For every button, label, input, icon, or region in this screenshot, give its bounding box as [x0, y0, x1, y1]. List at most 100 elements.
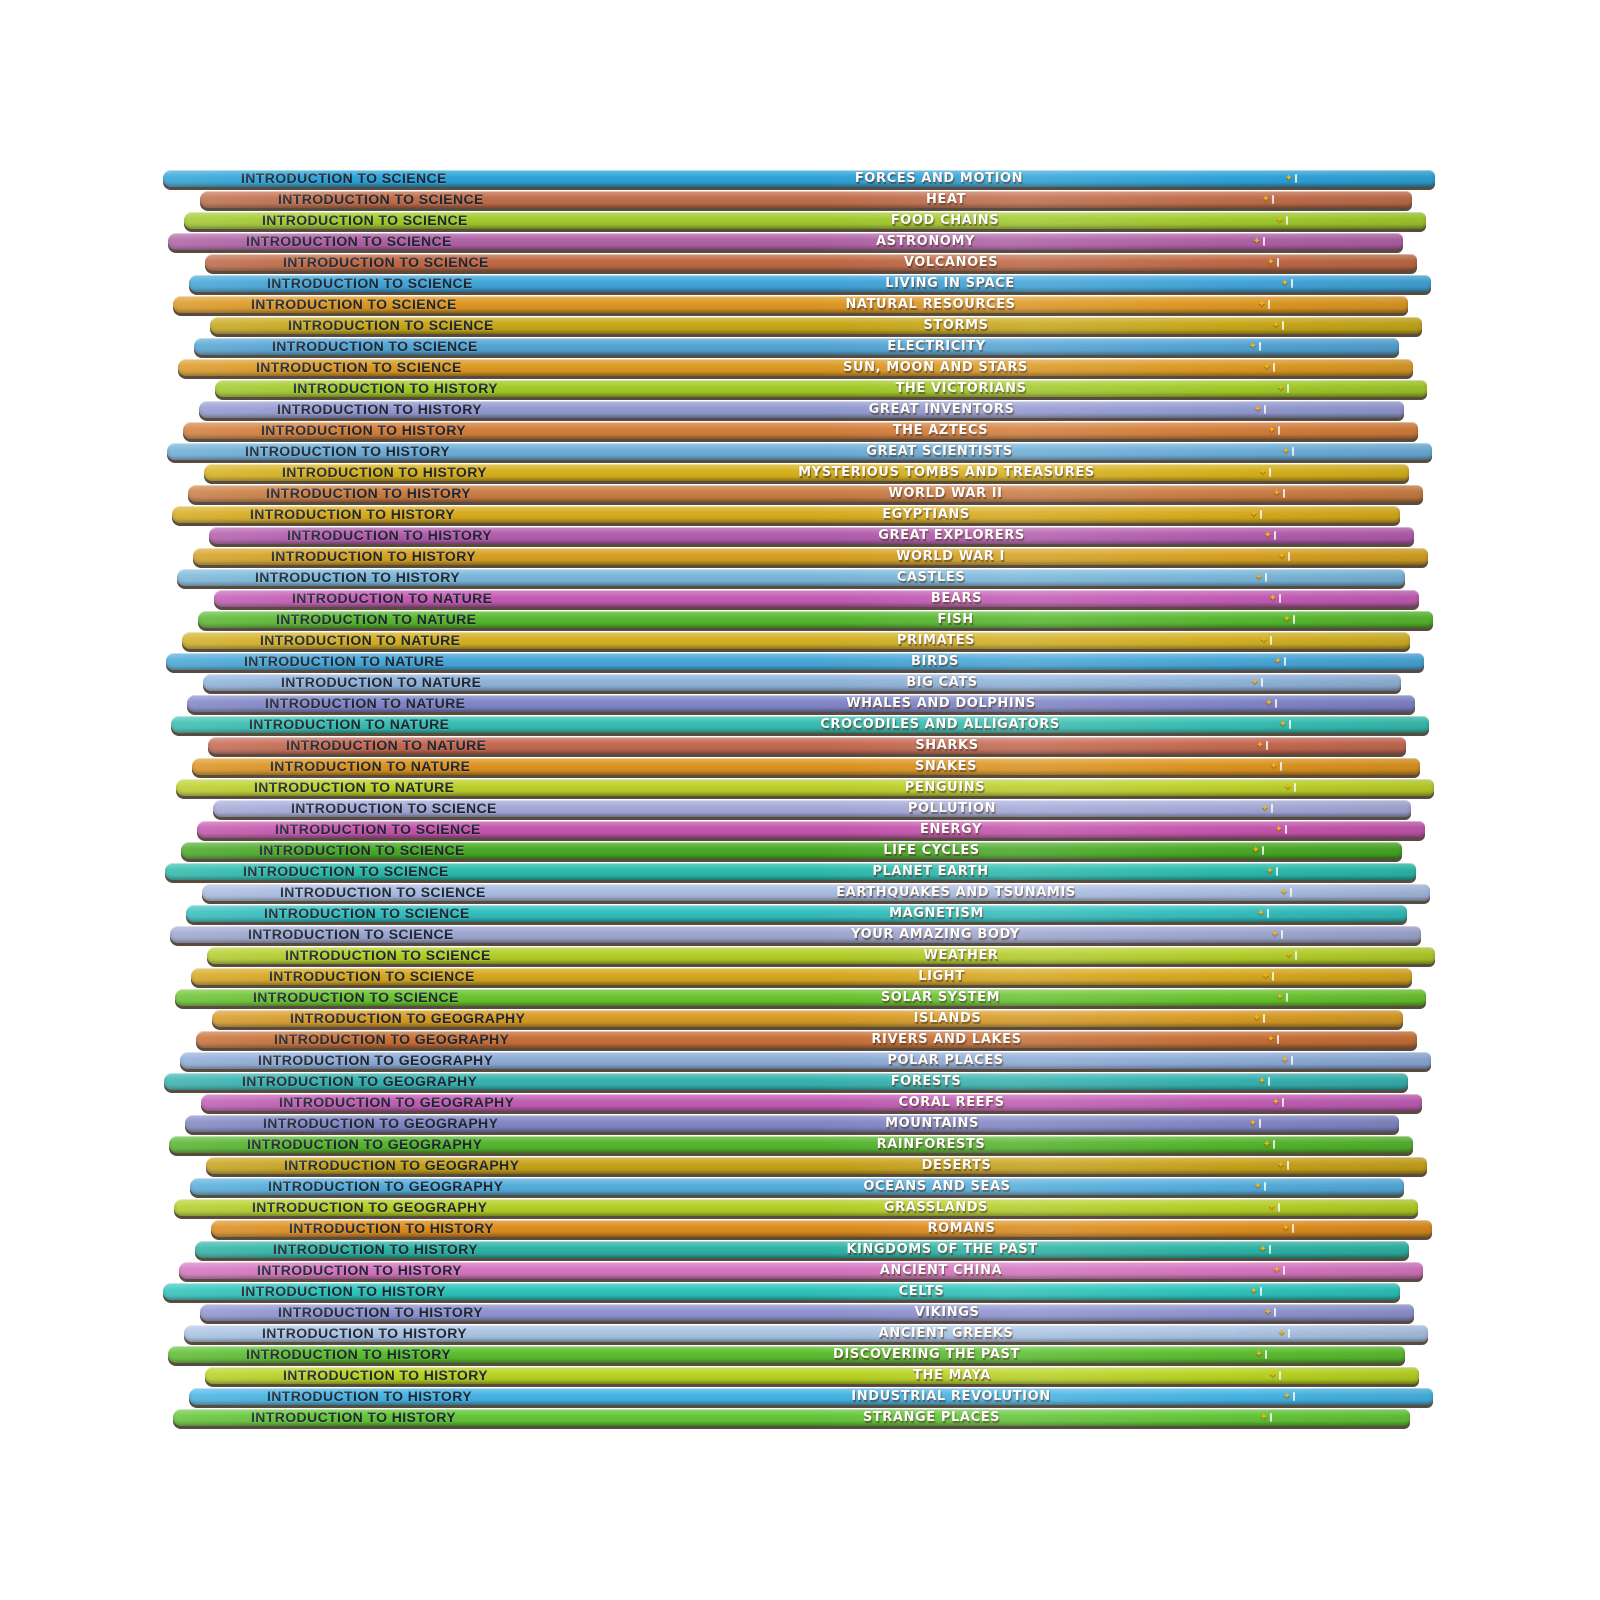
book-spine: INTRODUCTION TO SCIENCE EARTHQUAKES AND … — [202, 884, 1430, 901]
book-spine: INTRODUCTION TO GEOGRAPHY FORESTS ✦ — [164, 1073, 1408, 1090]
series-label: INTRODUCTION TO SCIENCE — [251, 296, 457, 312]
publisher-logo-glyph: ✦ — [1275, 991, 1284, 1003]
publisher-logo-glyph: ✦ — [1248, 340, 1257, 352]
book-title: LIFE CYCLES — [883, 843, 980, 858]
book-title: GREAT INVENTORS — [868, 402, 1015, 417]
publisher-logo-bar — [1285, 825, 1287, 834]
series-label: INTRODUCTION TO SCIENCE — [272, 338, 478, 354]
publisher-logo-glyph: ✦ — [1250, 676, 1259, 688]
series-label: INTRODUCTION TO SCIENCE — [248, 926, 454, 942]
publisher-logo-glyph: ✦ — [1262, 1138, 1271, 1150]
book-title: DISCOVERING THE PAST — [833, 1347, 1020, 1362]
publisher-logo-icon: ✦ — [1278, 551, 1290, 562]
publisher-logo-icon: ✦ — [1250, 676, 1263, 688]
book-title: SNAKES — [914, 759, 978, 774]
book-spine: INTRODUCTION TO SCIENCE STORMS ✦ — [210, 317, 1422, 334]
book-title: WHALES AND DOLPHINS — [846, 696, 1036, 711]
series-label: INTRODUCTION TO SCIENCE — [291, 800, 497, 816]
publisher-logo-icon: ✦ — [1272, 1097, 1284, 1108]
series-label: INTRODUCTION TO HISTORY — [251, 1409, 456, 1425]
book-spine: INTRODUCTION TO HISTORY EGYPTIANS ✦ — [172, 506, 1400, 523]
publisher-logo-glyph: ✦ — [1280, 277, 1289, 289]
publisher-logo-glyph: ✦ — [1277, 1327, 1286, 1339]
publisher-logo-icon: ✦ — [1262, 194, 1274, 205]
publisher-logo-glyph: ✦ — [1268, 1369, 1277, 1381]
publisher-logo-icon: ✦ — [1282, 613, 1295, 625]
book-spine: INTRODUCTION TO NATURE BEARS ✦ — [214, 590, 1419, 607]
book-title: LIGHT — [918, 969, 965, 984]
book-spine: INTRODUCTION TO NATURE SHARKS ✦ — [208, 737, 1406, 754]
book-spine: INTRODUCTION TO SCIENCE ELECTRICITY ✦ — [194, 338, 1399, 355]
book-stack: INTRODUCTION TO SCIENCE FORCES AND MOTIO… — [163, 170, 1435, 1430]
publisher-logo-icon: ✦ — [1273, 488, 1285, 499]
book-spine: INTRODUCTION TO HISTORY ANCIENT CHINA ✦ — [179, 1262, 1423, 1279]
publisher-logo-icon: ✦ — [1268, 1202, 1280, 1213]
book-title: HEAT — [925, 192, 967, 207]
series-label: INTRODUCTION TO GEOGRAPHY — [284, 1157, 520, 1173]
publisher-logo-bar — [1293, 1392, 1295, 1401]
publisher-logo-icon: ✦ — [1280, 887, 1292, 898]
series-label: INTRODUCTION TO GEOGRAPHY — [247, 1136, 483, 1152]
publisher-logo-glyph: ✦ — [1274, 823, 1283, 835]
publisher-logo-glyph: ✦ — [1265, 865, 1274, 877]
publisher-logo-bar — [1259, 342, 1261, 351]
book-spine: INTRODUCTION TO NATURE PRIMATES ✦ — [182, 632, 1410, 649]
book-title: ENERGY — [919, 822, 983, 837]
series-label: INTRODUCTION TO HISTORY — [246, 1346, 451, 1362]
series-label: INTRODUCTION TO GEOGRAPHY — [258, 1052, 494, 1068]
publisher-logo-glyph: ✦ — [1275, 214, 1284, 226]
book-spine: INTRODUCTION TO GEOGRAPHY OCEANS AND SEA… — [190, 1178, 1404, 1195]
publisher-logo-glyph: ✦ — [1278, 718, 1287, 730]
publisher-logo-bar — [1295, 174, 1297, 183]
publisher-logo-icon: ✦ — [1256, 740, 1268, 751]
book-spine: INTRODUCTION TO GEOGRAPHY POLAR PLACES ✦ — [180, 1052, 1431, 1069]
publisher-logo-icon: ✦ — [1267, 424, 1280, 436]
book-title: KINGDOMS OF THE PAST — [846, 1242, 1038, 1257]
book-title: FORCES AND MOTION — [854, 171, 1024, 186]
series-label: INTRODUCTION TO HISTORY — [255, 569, 460, 585]
book-spine: INTRODUCTION TO SCIENCE VOLCANOES ✦ — [205, 254, 1417, 271]
book-spine: INTRODUCTION TO NATURE WHALES AND DOLPHI… — [187, 695, 1415, 712]
publisher-logo-glyph: ✦ — [1263, 529, 1272, 541]
series-label: INTRODUCTION TO GEOGRAPHY — [252, 1199, 488, 1215]
series-label: INTRODUCTION TO NATURE — [260, 632, 461, 648]
series-label: INTRODUCTION TO SCIENCE — [283, 254, 489, 270]
series-label: INTRODUCTION TO SCIENCE — [264, 905, 470, 921]
publisher-logo-glyph: ✦ — [1258, 1243, 1267, 1255]
publisher-logo-icon: ✦ — [1282, 1223, 1294, 1234]
publisher-logo-glyph: ✦ — [1258, 466, 1267, 478]
publisher-logo-glyph: ✦ — [1263, 1306, 1272, 1318]
publisher-logo-glyph: ✦ — [1267, 424, 1276, 436]
series-label: INTRODUCTION TO SCIENCE — [269, 968, 475, 984]
book-spine: INTRODUCTION TO NATURE BIG CATS ✦ — [203, 674, 1401, 691]
series-label: INTRODUCTION TO GEOGRAPHY — [290, 1010, 526, 1026]
publisher-logo-glyph: ✦ — [1254, 1348, 1263, 1360]
book-title: BEARS — [930, 591, 983, 606]
publisher-logo-glyph: ✦ — [1280, 1054, 1289, 1066]
series-label: INTRODUCTION TO NATURE — [292, 590, 493, 606]
book-spine: INTRODUCTION TO SCIENCE SUN, MOON AND ST… — [178, 359, 1413, 376]
publisher-logo-bar — [1281, 930, 1283, 939]
publisher-logo-glyph: ✦ — [1262, 361, 1271, 373]
book-spine: INTRODUCTION TO HISTORY WORLD WAR I ✦ — [193, 548, 1428, 565]
publisher-logo-bar — [1280, 762, 1282, 771]
series-label: INTRODUCTION TO SCIENCE — [246, 233, 452, 249]
book-title: SHARKS — [915, 738, 979, 753]
publisher-logo-icon: ✦ — [1277, 1160, 1289, 1171]
series-label: INTRODUCTION TO SCIENCE — [288, 317, 494, 333]
series-label: INTRODUCTION TO HISTORY — [277, 401, 482, 417]
book-title: PRIMATES — [896, 633, 976, 648]
publisher-logo-icon: ✦ — [1272, 320, 1284, 331]
publisher-logo-icon: ✦ — [1254, 1348, 1267, 1360]
series-label: INTRODUCTION TO GEOGRAPHY — [279, 1094, 515, 1110]
book-spine: INTRODUCTION TO HISTORY CELTS ✦ — [163, 1283, 1400, 1300]
publisher-logo-bar — [1272, 972, 1274, 981]
book-title: PENGUINS — [904, 780, 986, 795]
series-label: INTRODUCTION TO NATURE — [249, 716, 450, 732]
series-label: INTRODUCTION TO SCIENCE — [267, 275, 473, 291]
series-label: INTRODUCTION TO HISTORY — [241, 1283, 446, 1299]
publisher-logo-glyph: ✦ — [1282, 613, 1291, 625]
book-title: STRANGE PLACES — [862, 1410, 1001, 1425]
book-spine: INTRODUCTION TO SCIENCE SOLAR SYSTEM ✦ — [175, 989, 1426, 1006]
publisher-logo-bar — [1282, 321, 1284, 330]
